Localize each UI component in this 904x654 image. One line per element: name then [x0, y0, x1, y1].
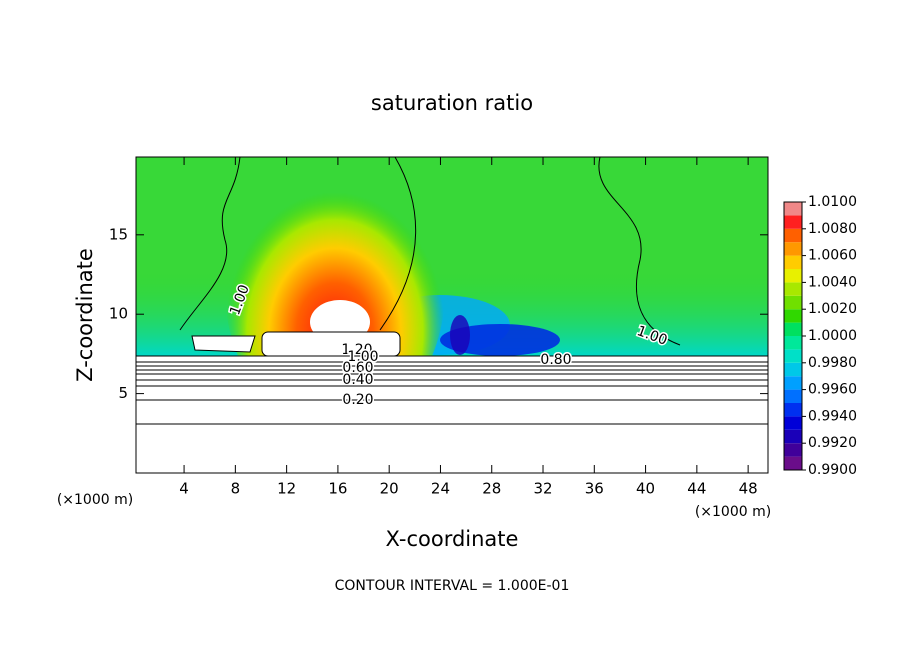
colorbar-band	[784, 269, 802, 283]
colorbar-band	[784, 349, 802, 363]
colorbar-band	[784, 416, 802, 430]
y-tick-label: 5	[118, 384, 128, 402]
x-tick-label: 20	[380, 480, 399, 498]
colorbar-band	[784, 282, 802, 296]
colorbar-tick-label: 0.9900	[808, 462, 857, 478]
colorbar-band	[784, 429, 802, 444]
colorbar-band	[784, 362, 802, 377]
colorbar-band	[784, 389, 802, 403]
field	[136, 157, 768, 473]
x-tick-label: 16	[328, 480, 347, 498]
x-axis-label: X-coordinate	[386, 527, 519, 551]
colorbar-tick-label: 1.0020	[808, 301, 857, 317]
y-unit: (×1000 m)	[57, 492, 133, 508]
contour-label: 0.20	[342, 392, 373, 408]
colorbar-tick-label: 0.9980	[808, 355, 857, 371]
contour-label: 1.00	[347, 349, 378, 365]
colorbar-band	[784, 322, 802, 336]
colorbar-band	[784, 295, 802, 310]
colorbar-tick-label: 0.9960	[808, 382, 857, 398]
colorbar-band	[784, 255, 802, 269]
y-tick-label: 10	[109, 305, 128, 323]
colorbar-tick-label: 1.0060	[808, 248, 857, 264]
x-tick-label: 48	[739, 480, 758, 498]
contour-label: 0.60	[342, 360, 373, 376]
x-tick-label: 40	[636, 480, 655, 498]
y-tick-label: 15	[109, 225, 128, 243]
contour-label: 0.80	[540, 352, 571, 368]
x-tick-label: 12	[277, 480, 296, 498]
colorbar-tick-label: 0.9940	[808, 408, 857, 424]
contour-label: 1.20	[341, 342, 372, 358]
contour-label: 0.40	[342, 372, 373, 388]
x-tick-label: 36	[585, 480, 604, 498]
colorbar-band	[784, 443, 802, 457]
footnote: CONTOUR INTERVAL = 1.000E-01	[335, 578, 570, 594]
x-tick-label: 8	[231, 480, 241, 498]
x-tick-label: 44	[687, 480, 706, 498]
plot-frame	[135, 156, 769, 474]
colorbar-tick-label: 1.0000	[808, 328, 857, 344]
colorbar-band	[784, 336, 802, 350]
colorbar-band	[784, 242, 802, 256]
x-tick-label: 4	[179, 480, 189, 498]
colorbar-band	[784, 376, 802, 390]
chart-title: saturation ratio	[371, 91, 533, 115]
colorbar-band	[784, 403, 802, 417]
x-tick-label: 24	[431, 480, 450, 498]
x-unit: (×1000 m)	[695, 504, 771, 520]
colorbar-tick-label: 0.9920	[808, 435, 857, 451]
x-tick-label: 32	[533, 480, 552, 498]
y-axis-label: Z-coordinate	[73, 248, 97, 382]
colorbar-tick-label: 1.0040	[808, 274, 857, 290]
colorbar-band	[784, 456, 802, 470]
colorbar-band	[784, 215, 802, 229]
colorbar-band	[784, 309, 802, 323]
colorbar-band	[784, 228, 802, 243]
colorbar-band	[784, 202, 802, 216]
colorbar-tick-label: 1.0100	[808, 194, 857, 210]
x-tick-label: 28	[482, 480, 501, 498]
colorbar-tick-label: 1.0080	[808, 221, 857, 237]
